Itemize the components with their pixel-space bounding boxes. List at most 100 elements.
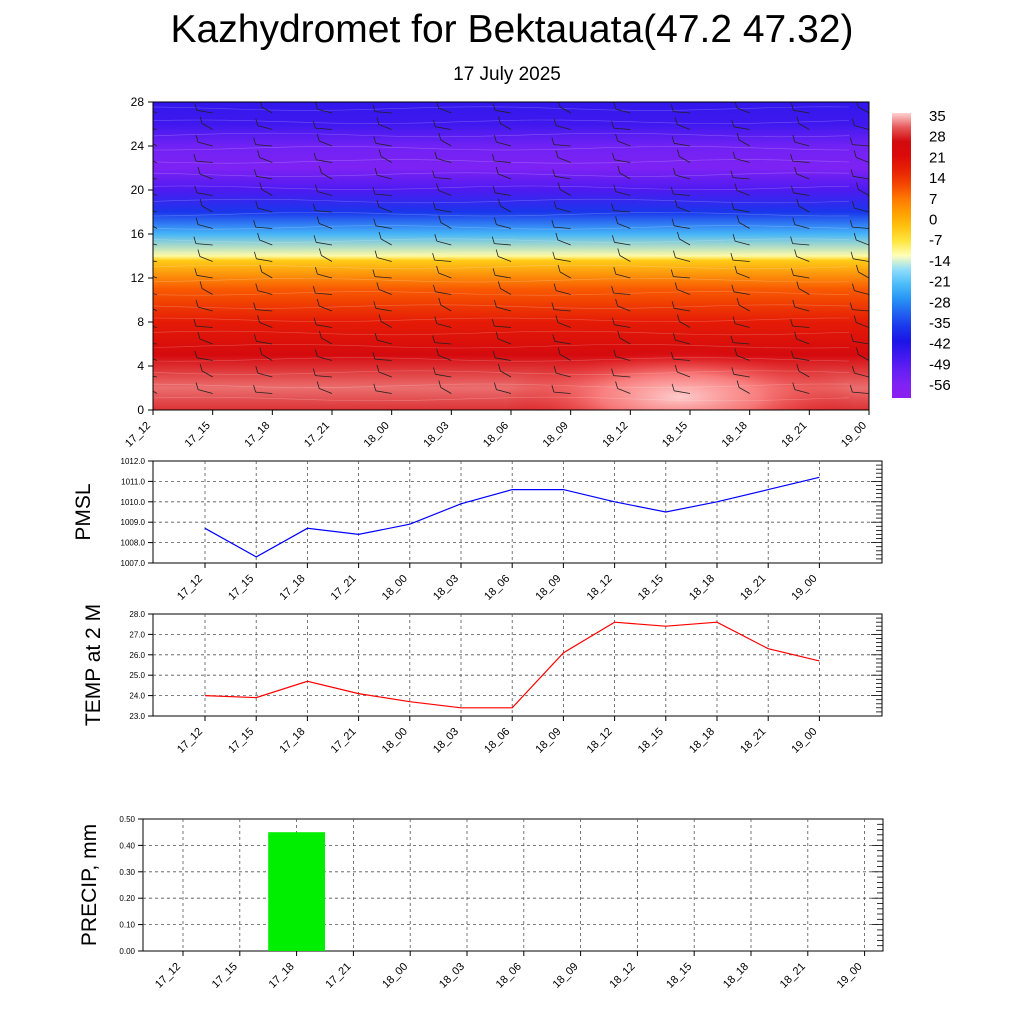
temp-2m-ytick-label: 25.0 xyxy=(129,671,145,680)
wind-barb xyxy=(494,243,512,246)
wind-barb xyxy=(732,177,750,180)
wind-barb-flag xyxy=(372,104,376,112)
wind-barb xyxy=(496,141,512,147)
wind-barb-flag xyxy=(315,349,318,357)
wind-barb-flag xyxy=(257,150,260,158)
precip-xtick-label: 18_12 xyxy=(607,961,637,991)
wind-barb xyxy=(674,142,691,147)
wind-barb xyxy=(553,391,571,394)
wind-barb xyxy=(553,144,571,147)
wind-barb xyxy=(613,292,631,295)
wind-barb-flag xyxy=(557,347,561,355)
temp-2m-xtick-label: 17_18 xyxy=(277,726,307,756)
pmsl-xtick-label: 18_12 xyxy=(585,573,615,603)
wind-barb xyxy=(677,371,691,378)
wind-barb-flag xyxy=(670,351,674,360)
colorbar-label: 28 xyxy=(929,129,946,146)
temp-2m-xtick-label: 17_21 xyxy=(329,726,359,756)
wind-barb xyxy=(255,226,273,229)
wind-barb xyxy=(554,258,571,262)
temp-2m-xtick-label: 18_18 xyxy=(687,726,717,756)
chart-subtitle: 17 July 2025 xyxy=(453,64,561,85)
wind-barb-flag xyxy=(613,266,617,275)
wind-barb xyxy=(679,156,691,163)
wind-barb-flag xyxy=(144,298,146,305)
wind-barb xyxy=(201,123,213,130)
wind-barb-flag xyxy=(436,265,439,274)
wind-barb xyxy=(153,293,158,295)
wind-barb-flag xyxy=(553,200,557,209)
wind-barb xyxy=(255,309,273,312)
wind-barb-flag xyxy=(792,217,796,225)
wind-barb-flag xyxy=(378,314,382,322)
pmsl-xtick-label: 17_15 xyxy=(226,573,256,603)
wind-barb-flag xyxy=(199,116,203,124)
wind-barb-flag xyxy=(790,153,793,162)
wind-barb xyxy=(555,125,571,130)
heatmap-ytick-label: 24 xyxy=(131,139,145,153)
wind-barb-flag xyxy=(792,382,796,390)
temp-2m-ylabel: TEMP at 2 M xyxy=(82,604,105,726)
wind-barb xyxy=(738,139,750,147)
wind-barb-flag xyxy=(731,284,735,292)
wind-barb-flag xyxy=(849,384,853,393)
heatmap-contour xyxy=(153,291,850,296)
wind-barb-flag xyxy=(790,318,793,327)
wind-barb xyxy=(153,193,158,196)
wind-barb-flag xyxy=(253,219,256,228)
pmsl-xtick-label: 18_00 xyxy=(380,573,410,603)
wind-barb xyxy=(858,106,869,114)
wind-barb xyxy=(679,238,691,246)
wind-barb xyxy=(315,375,333,378)
wind-barb xyxy=(374,111,392,114)
heatmap-xtick-label: 18_00 xyxy=(362,420,392,450)
wind-barb-flag xyxy=(372,351,376,360)
wind-barb xyxy=(854,207,869,213)
wind-barb xyxy=(201,288,213,295)
wind-barb xyxy=(375,225,392,229)
wind-barb xyxy=(733,291,750,295)
wind-barb xyxy=(793,109,810,114)
precip-ytick-label: 0.00 xyxy=(119,947,135,956)
wind-barb-flag xyxy=(373,136,377,144)
wind-barb xyxy=(854,290,869,295)
heatmap-ytick-label: 20 xyxy=(131,183,145,197)
wind-barb-flag xyxy=(312,285,316,294)
pmsl-panel: 1007.0 1008.0 1009.0 1010.0 1011.0 1012.0 17_1… xyxy=(72,457,883,603)
wind-barb xyxy=(153,210,158,213)
wind-barb xyxy=(794,306,810,312)
wind-barb xyxy=(315,127,333,130)
wind-barb xyxy=(559,354,571,361)
wind-barb-flag xyxy=(674,282,678,290)
precip-xtick-label: 18_15 xyxy=(664,961,694,991)
wind-barb xyxy=(438,107,452,114)
wind-barb-flag xyxy=(432,170,435,178)
wind-barb-flag xyxy=(732,151,736,159)
wind-barb xyxy=(496,389,512,394)
precip-xtick-label: 18_03 xyxy=(437,961,467,991)
wind-barb xyxy=(557,322,571,328)
wind-barb xyxy=(856,322,869,328)
wind-barb xyxy=(853,340,869,345)
wind-barb xyxy=(199,256,213,262)
wind-barb-flag xyxy=(193,236,197,244)
wind-barb-flag xyxy=(796,363,800,372)
wind-barb xyxy=(852,144,869,147)
heatmap-ytick-label: 4 xyxy=(137,359,144,373)
wind-barb xyxy=(792,160,810,163)
wind-barb xyxy=(500,205,512,213)
wind-barb xyxy=(196,192,213,196)
wind-barb-flag xyxy=(197,166,201,175)
wind-barb xyxy=(856,157,869,163)
pmsl-xtick-label: 18_18 xyxy=(687,573,717,603)
precip-panel: 0.00 0.10 0.20 0.30 0.40 0.50 17_12 17_15 17_18 1… xyxy=(78,815,884,991)
wind-barb-flag xyxy=(373,383,377,391)
wind-barb xyxy=(153,276,158,279)
wind-barb xyxy=(793,192,810,196)
wind-barb-flag xyxy=(199,363,203,372)
wind-barb xyxy=(374,193,392,196)
wind-barb-flag xyxy=(671,218,675,226)
wind-barb xyxy=(792,325,810,328)
wind-barb xyxy=(852,391,869,394)
wind-barb xyxy=(153,375,158,378)
